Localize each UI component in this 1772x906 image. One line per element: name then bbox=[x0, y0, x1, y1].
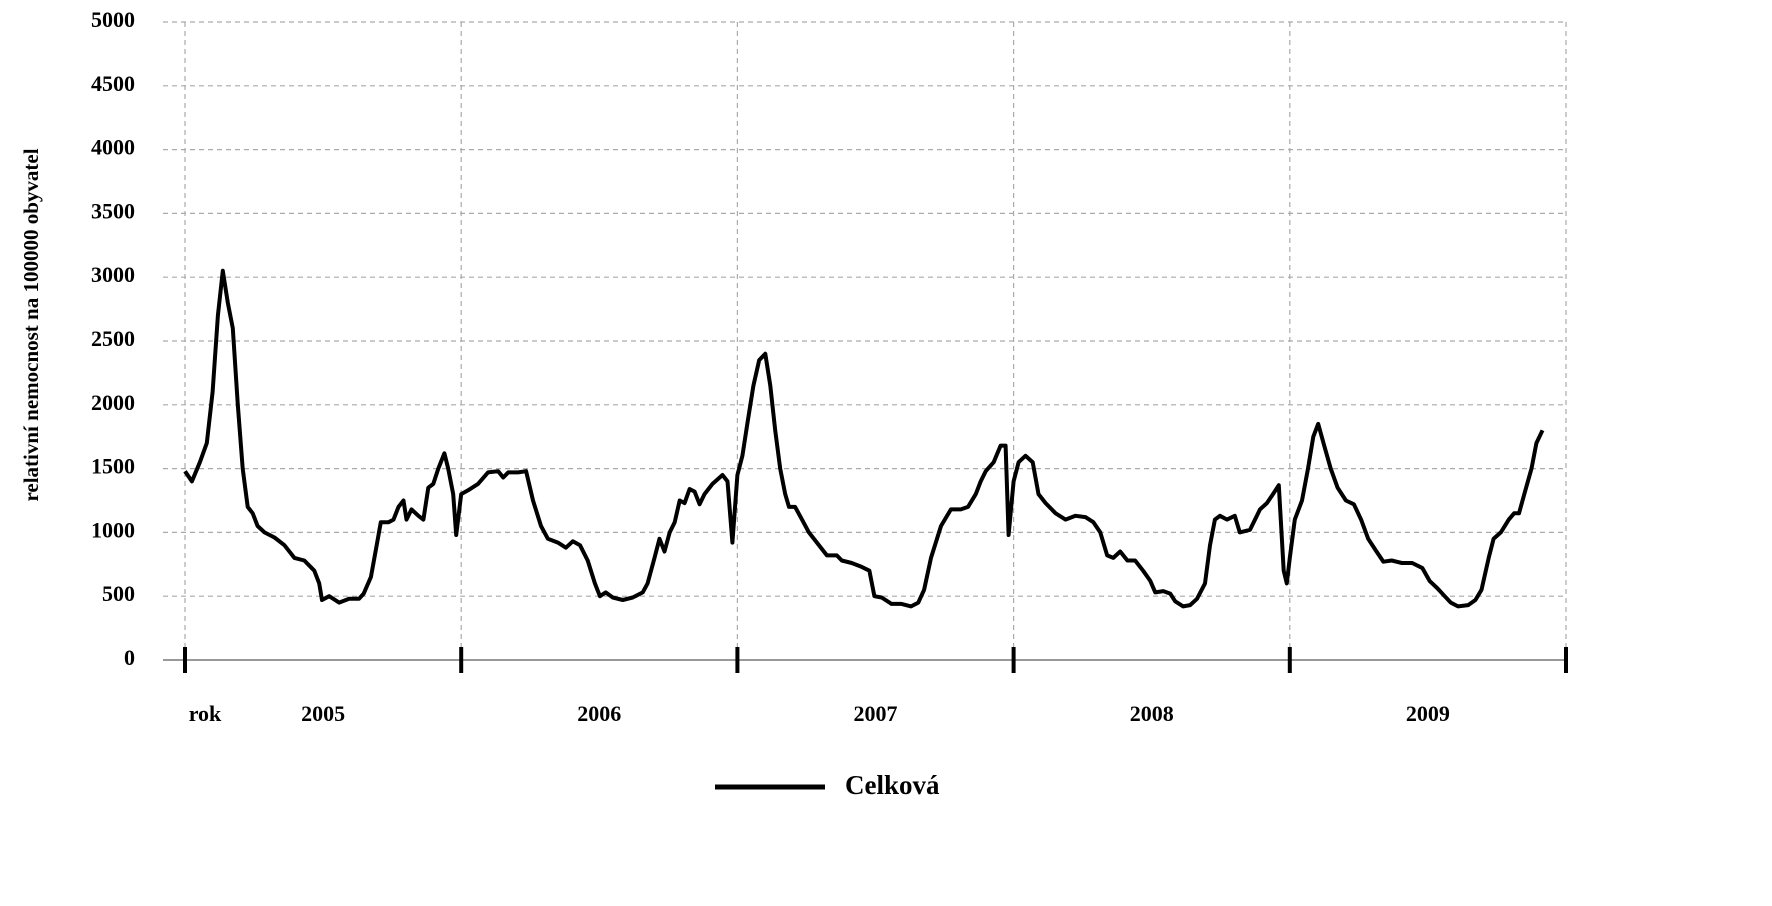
year-label: 2008 bbox=[1130, 701, 1174, 726]
y-tick-label: 3500 bbox=[91, 198, 135, 223]
y-tick-label: 4500 bbox=[91, 71, 135, 96]
y-axis-label: relativní nemocnost na 100000 obyvatel bbox=[19, 148, 43, 501]
year-label: 2009 bbox=[1406, 701, 1450, 726]
y-tick-label: 4000 bbox=[91, 135, 135, 160]
legend-label: Celková bbox=[845, 770, 940, 800]
y-tick-label: 2000 bbox=[91, 390, 135, 415]
year-label: 2006 bbox=[577, 701, 621, 726]
data-line bbox=[183, 268, 1545, 609]
year-label: 2005 bbox=[301, 701, 345, 726]
y-tick-label: 500 bbox=[102, 581, 135, 606]
y-tick-label: 5000 bbox=[91, 7, 135, 32]
y-tick-label: 0 bbox=[124, 645, 135, 670]
y-tick-label: 2500 bbox=[91, 326, 135, 351]
x-axis-label: rok bbox=[189, 701, 222, 726]
y-tick-label: 3000 bbox=[91, 262, 135, 287]
y-tick-label: 1500 bbox=[91, 454, 135, 479]
year-label: 2007 bbox=[854, 701, 898, 726]
y-tick-label: 1000 bbox=[91, 517, 135, 542]
